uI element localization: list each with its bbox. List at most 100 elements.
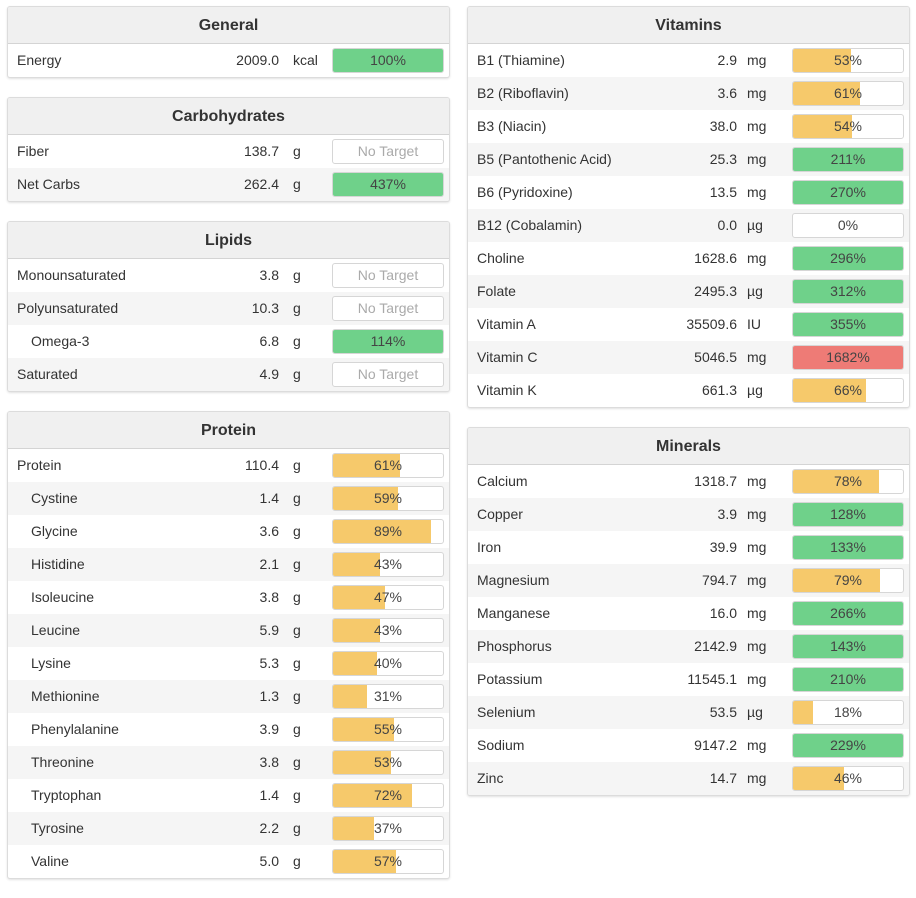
- target-progress-bar: 53%: [332, 750, 444, 775]
- progress-fill: [793, 247, 903, 270]
- target-progress-bar: No Target: [332, 263, 444, 288]
- progress-fill: [793, 767, 844, 790]
- nutrient-row-copper[interactable]: Copper 3.9 mg 128%: [468, 498, 909, 531]
- progress-percent-label: 59%: [373, 490, 403, 506]
- progress-percent-label: No Target: [357, 366, 419, 382]
- nutrient-row-energy[interactable]: Energy 2009.0 kcal 100%: [8, 44, 449, 77]
- nutrient-row-vitamin-a[interactable]: Vitamin A 35509.6 IU 355%: [468, 308, 909, 341]
- nutrient-row-folate[interactable]: Folate 2495.3 µg 312%: [468, 275, 909, 308]
- nutrient-amount: 138.7: [243, 143, 279, 159]
- nutrient-amount: 2.1: [259, 556, 279, 572]
- nutrient-row-phosphorus[interactable]: Phosphorus 2142.9 mg 143%: [468, 630, 909, 663]
- target-progress-bar: 37%: [332, 816, 444, 841]
- target-progress-bar: 355%: [792, 312, 904, 337]
- progress-fill: [793, 115, 853, 138]
- nutrient-row-valine[interactable]: Valine 5.0 g 57%: [8, 845, 449, 878]
- nutrient-row-b2-riboflavin[interactable]: B2 (Riboflavin) 3.6 mg 61%: [468, 77, 909, 110]
- nutrient-name: Glycine: [31, 523, 78, 539]
- panel-lipids: Lipids Monounsaturated 3.8 g No Target Polyun…: [7, 221, 450, 392]
- nutrient-row-methionine[interactable]: Methionine 1.3 g 31%: [8, 680, 449, 713]
- nutrient-amount: 262.4: [243, 176, 279, 192]
- progress-fill: [333, 173, 443, 196]
- nutrient-row-tryptophan[interactable]: Tryptophan 1.4 g 72%: [8, 779, 449, 812]
- nutrient-amount: 53.5: [709, 704, 737, 720]
- nutrient-row-net-carbs[interactable]: Net Carbs 262.4 g 437%: [8, 168, 449, 201]
- nutrient-amount: 39.9: [709, 539, 737, 555]
- nutrient-row-threonine[interactable]: Threonine 3.8 g 53%: [8, 746, 449, 779]
- nutrient-row-potassium[interactable]: Potassium 11545.1 mg 210%: [468, 663, 909, 696]
- nutrient-row-zinc[interactable]: Zinc 14.7 mg 46%: [468, 762, 909, 795]
- nutrient-unit: mg: [747, 770, 767, 786]
- progress-percent-label: No Target: [357, 267, 419, 283]
- progress-percent-label: 47%: [373, 589, 403, 605]
- nutrient-name: Manganese: [477, 605, 551, 621]
- target-progress-bar: 437%: [332, 172, 444, 197]
- target-progress-bar: 79%: [792, 568, 904, 593]
- nutrient-row-fiber[interactable]: Fiber 138.7 g No Target: [8, 135, 449, 168]
- nutrient-name: Fiber: [17, 143, 49, 159]
- nutrient-unit: mg: [747, 671, 767, 687]
- nutrient-row-selenium[interactable]: Selenium 53.5 µg 18%: [468, 696, 909, 729]
- nutrient-row-b3-niacin[interactable]: B3 (Niacin) 38.0 mg 54%: [468, 110, 909, 143]
- nutrient-row-iron[interactable]: Iron 39.9 mg 133%: [468, 531, 909, 564]
- progress-fill: [793, 503, 903, 526]
- nutrient-row-b6-pyridoxine[interactable]: B6 (Pyridoxine) 13.5 mg 270%: [468, 176, 909, 209]
- nutrient-row-phenylalanine[interactable]: Phenylalanine 3.9 g 55%: [8, 713, 449, 746]
- nutrient-amount: 3.8: [259, 589, 279, 605]
- nutrient-unit: g: [293, 267, 301, 283]
- nutrient-amount: 38.0: [709, 118, 737, 134]
- target-progress-bar: 100%: [332, 48, 444, 73]
- nutrient-row-monounsaturated[interactable]: Monounsaturated 3.8 g No Target: [8, 259, 449, 292]
- nutrient-row-vitamin-c[interactable]: Vitamin C 5046.5 mg 1682%: [468, 341, 909, 374]
- nutrient-row-manganese[interactable]: Manganese 16.0 mg 266%: [468, 597, 909, 630]
- nutrient-name: Net Carbs: [17, 176, 81, 192]
- nutrient-row-omega-3[interactable]: Omega-3 6.8 g 114%: [8, 325, 449, 358]
- nutrient-unit: g: [293, 589, 301, 605]
- nutrient-row-leucine[interactable]: Leucine 5.9 g 43%: [8, 614, 449, 647]
- nutrient-row-tyrosine[interactable]: Tyrosine 2.2 g 37%: [8, 812, 449, 845]
- nutrient-name: Energy: [17, 52, 62, 68]
- target-progress-bar: 133%: [792, 535, 904, 560]
- target-progress-bar: 61%: [332, 453, 444, 478]
- nutrient-row-cystine[interactable]: Cystine 1.4 g 59%: [8, 482, 449, 515]
- panel-carbohydrates: Carbohydrates Fiber 138.7 g No Target Net Car…: [7, 97, 450, 202]
- panel-title: Lipids: [8, 222, 449, 259]
- nutrient-row-calcium[interactable]: Calcium 1318.7 mg 78%: [468, 465, 909, 498]
- target-progress-bar: 89%: [332, 519, 444, 544]
- target-progress-bar: 61%: [792, 81, 904, 106]
- nutrient-row-isoleucine[interactable]: Isoleucine 3.8 g 47%: [8, 581, 449, 614]
- progress-fill: [333, 520, 431, 543]
- panel-minerals: Minerals Calcium 1318.7 mg 78% Copper 3.9 mg 128…: [467, 427, 910, 796]
- nutrient-unit: g: [293, 457, 301, 473]
- nutrient-name: Methionine: [31, 688, 100, 704]
- nutrient-row-histidine[interactable]: Histidine 2.1 g 43%: [8, 548, 449, 581]
- nutrient-row-magnesium[interactable]: Magnesium 794.7 mg 79%: [468, 564, 909, 597]
- nutrient-row-b5-pantothenic-acid[interactable]: B5 (Pantothenic Acid) 25.3 mg 211%: [468, 143, 909, 176]
- nutrient-name: Polyunsaturated: [17, 300, 119, 316]
- nutrient-unit: kcal: [293, 52, 318, 68]
- nutrient-unit: mg: [747, 52, 767, 68]
- nutrient-name: Lysine: [31, 655, 71, 671]
- nutrient-row-b12-cobalamin[interactable]: B12 (Cobalamin) 0.0 µg 0%: [468, 209, 909, 242]
- nutrient-row-glycine[interactable]: Glycine 3.6 g 89%: [8, 515, 449, 548]
- right-column: Vitamins B1 (Thiamine) 2.9 mg 53% B2 (Ribofla…: [467, 6, 910, 815]
- progress-percent-label: 61%: [373, 457, 403, 473]
- nutrient-name: Saturated: [17, 366, 78, 382]
- nutrient-row-saturated[interactable]: Saturated 4.9 g No Target: [8, 358, 449, 391]
- nutrient-row-choline[interactable]: Choline 1628.6 mg 296%: [468, 242, 909, 275]
- nutrient-row-b1-thiamine[interactable]: B1 (Thiamine) 2.9 mg 53%: [468, 44, 909, 77]
- nutrient-amount: 10.3: [251, 300, 279, 316]
- nutrient-name: Monounsaturated: [17, 267, 126, 283]
- nutrient-row-sodium[interactable]: Sodium 9147.2 mg 229%: [468, 729, 909, 762]
- nutrient-row-polyunsaturated[interactable]: Polyunsaturated 10.3 g No Target: [8, 292, 449, 325]
- nutrient-row-vitamin-k[interactable]: Vitamin K 661.3 µg 66%: [468, 374, 909, 407]
- progress-percent-label: 355%: [830, 316, 866, 332]
- target-progress-bar: 128%: [792, 502, 904, 527]
- progress-fill: [793, 734, 903, 757]
- nutrient-name: Threonine: [31, 754, 95, 770]
- nutrient-row-lysine[interactable]: Lysine 5.3 g 40%: [8, 647, 449, 680]
- nutrient-name: Tryptophan: [31, 787, 102, 803]
- target-progress-bar: 72%: [332, 783, 444, 808]
- target-progress-bar: 57%: [332, 849, 444, 874]
- nutrient-row-protein[interactable]: Protein 110.4 g 61%: [8, 449, 449, 482]
